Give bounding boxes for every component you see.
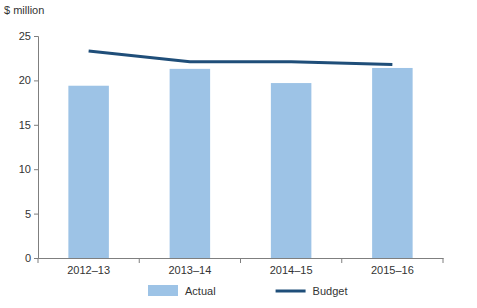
x-tick-label: 2013–14	[168, 264, 211, 276]
y-tick-mark	[34, 169, 38, 170]
category-separator	[443, 258, 444, 263]
y-tick-mark	[34, 80, 38, 81]
bar	[372, 68, 413, 258]
category-separator	[38, 258, 39, 263]
y-tick-mark	[34, 258, 38, 259]
category-separator	[139, 258, 140, 263]
legend-item: Actual	[148, 285, 216, 297]
y-tick-label: 0	[25, 252, 31, 264]
legend-label: Actual	[185, 285, 216, 297]
x-tick-label: 2015–16	[371, 264, 414, 276]
y-tick-mark	[34, 214, 38, 215]
x-tick: 2015–16	[371, 258, 414, 276]
bar-series	[68, 68, 412, 258]
x-tick-label: 2012–13	[67, 264, 110, 276]
y-tick-label: 15	[19, 119, 31, 131]
legend-swatch	[148, 285, 178, 296]
legend-item: Budget	[276, 285, 348, 297]
legend-label: Budget	[313, 285, 348, 297]
plot-area	[68, 51, 412, 258]
chart: 0 5 10 15 20 25 $ million 2012–13 2013–14 2014–15…	[0, 0, 477, 308]
bar	[271, 83, 312, 258]
y-tick-label: 5	[25, 208, 31, 220]
y-tick: 5	[25, 208, 38, 220]
bar	[68, 86, 109, 258]
y-tick: 15	[19, 119, 38, 131]
y-tick-label: 10	[19, 163, 31, 175]
category-separators	[38, 258, 443, 263]
y-tick: 10	[19, 163, 38, 175]
y-tick-mark	[34, 36, 38, 37]
y-tick-mark	[34, 125, 38, 126]
legend-swatch	[276, 290, 306, 293]
x-axis: 2012–13 2013–14 2014–15 2015–16	[38, 258, 444, 276]
y-axis-title: $ million	[4, 4, 44, 16]
x-tick: 2013–14	[168, 258, 211, 276]
category-separator	[341, 258, 342, 263]
y-tick-label: 25	[19, 30, 31, 42]
y-tick-label: 20	[19, 74, 31, 86]
x-tick: 2012–13	[67, 258, 110, 276]
x-tick: 2014–15	[270, 258, 313, 276]
y-tick: 0	[25, 252, 38, 264]
line	[89, 51, 393, 64]
y-tick: 25	[19, 30, 38, 42]
category-separator	[240, 258, 241, 263]
legend: Actual Budget	[148, 285, 347, 297]
bar	[170, 69, 211, 258]
y-axis: 0 5 10 15 20 25	[19, 30, 39, 264]
x-tick-label: 2014–15	[270, 264, 313, 276]
y-tick: 20	[19, 74, 38, 86]
y-axis-line	[34, 37, 39, 259]
